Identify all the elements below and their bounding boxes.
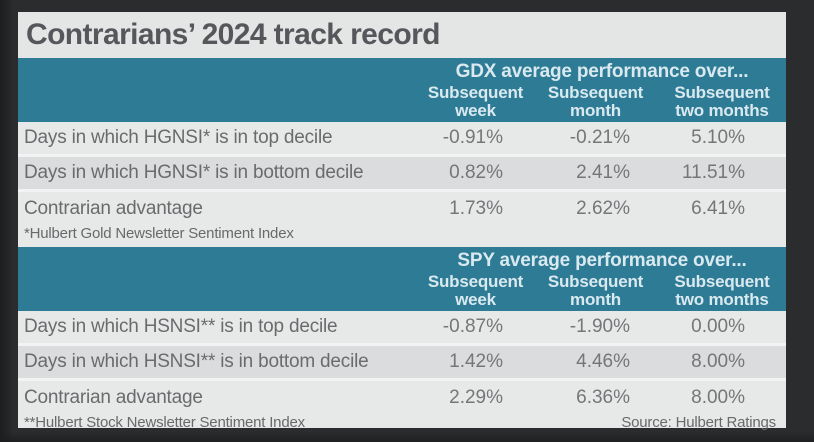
metric-value: 2.41% <box>576 162 630 183</box>
metric-value: -0.87% <box>442 316 503 337</box>
row-label: Days in which HSNSI** is in bottom decil… <box>24 351 369 372</box>
gdx-footnote-line: *Hulbert Gold Newsletter Sentiment Index <box>18 225 786 247</box>
table-row: Contrarian advantage 2.29% 6.36% 8.00% <box>18 381 786 414</box>
metric-value: 11.51% <box>681 162 745 183</box>
spy-table-header: SPY average performance over... Subseque… <box>18 247 786 311</box>
row-divider <box>18 343 786 346</box>
gdx-column-headers: Subsequent week Subsequent month Subsequ… <box>18 83 786 120</box>
metric-value: 0.00% <box>691 316 745 337</box>
metric-value: 2.29% <box>449 386 503 408</box>
table-row: Days in which HGNSI* is in top decile -0… <box>18 122 786 154</box>
spacer <box>18 272 418 309</box>
gdx-summary-block: Contrarian advantage 1.73% 2.62% 6.41% *… <box>18 192 786 247</box>
row-label: Contrarian advantage <box>24 386 203 408</box>
metric-value: 6.36% <box>576 386 630 408</box>
table-row: Days in which HSNSI** is in top decile -… <box>18 311 786 343</box>
title-band: Contrarians’ 2024 track record <box>18 12 786 58</box>
row-divider <box>18 154 786 157</box>
column-header-subsequent-week: Subsequent week <box>427 272 524 309</box>
row-label: Days in which HSNSI** is in top decile <box>24 316 338 337</box>
spy-section: SPY average performance over... Subseque… <box>18 247 786 431</box>
table-row: Contrarian advantage 1.73% 2.62% 6.41% <box>18 192 786 225</box>
gdx-header-title: GDX average performance over... <box>455 61 749 82</box>
metric-value: 4.46% <box>576 351 630 372</box>
spy-summary-block: Contrarian advantage 2.29% 6.36% 8.00% *… <box>18 381 786 431</box>
metric-value: 1.42% <box>449 351 503 372</box>
column-header-subsequent-month: Subsequent month <box>547 272 644 309</box>
metric-value: 1.73% <box>449 197 503 219</box>
row-divider <box>18 189 786 192</box>
metric-value: -0.21% <box>569 127 630 148</box>
metric-value: 2.62% <box>576 197 630 219</box>
spy-column-headers: Subsequent week Subsequent month Subsequ… <box>18 272 786 309</box>
table-row: Days in which HGNSI* is in bottom decile… <box>18 157 786 189</box>
row-label: Contrarian advantage <box>24 197 203 219</box>
metric-value: 0.82% <box>449 162 503 183</box>
spy-header-title: SPY average performance over... <box>457 250 747 271</box>
spy-footnote-line: **Hulbert Stock Newsletter Sentiment Ind… <box>18 414 786 431</box>
metric-value: -1.90% <box>569 316 630 337</box>
metric-value: 5.10% <box>691 127 745 148</box>
column-header-subsequent-month: Subsequent month <box>547 83 644 120</box>
metric-value: -0.91% <box>442 127 503 148</box>
metric-value: 8.00% <box>691 386 745 408</box>
metric-value: 6.41% <box>691 197 745 219</box>
page-title: Contrarians’ 2024 track record <box>26 18 440 51</box>
column-header-subsequent-two-months: Subsequent two months <box>674 272 770 309</box>
table-row: Days in which HSNSI** is in bottom decil… <box>18 346 786 378</box>
spacer <box>18 83 418 120</box>
source-credit: Source: Hulbert Ratings <box>621 414 776 431</box>
gdx-table-header: GDX average performance over... Subseque… <box>18 58 786 122</box>
footnote: *Hulbert Gold Newsletter Sentiment Index <box>24 225 294 242</box>
gdx-section: GDX average performance over... Subseque… <box>18 58 786 247</box>
column-header-subsequent-two-months: Subsequent two months <box>674 83 770 120</box>
metric-value: 8.00% <box>691 351 745 372</box>
row-label: Days in which HGNSI* is in top decile <box>24 127 333 148</box>
row-divider <box>18 378 786 381</box>
infographic-table: Contrarians’ 2024 track record GDX avera… <box>18 12 786 431</box>
row-label: Days in which HGNSI* is in bottom decile <box>24 162 364 183</box>
footnote: **Hulbert Stock Newsletter Sentiment Ind… <box>24 414 305 431</box>
column-header-subsequent-week: Subsequent week <box>427 83 524 120</box>
